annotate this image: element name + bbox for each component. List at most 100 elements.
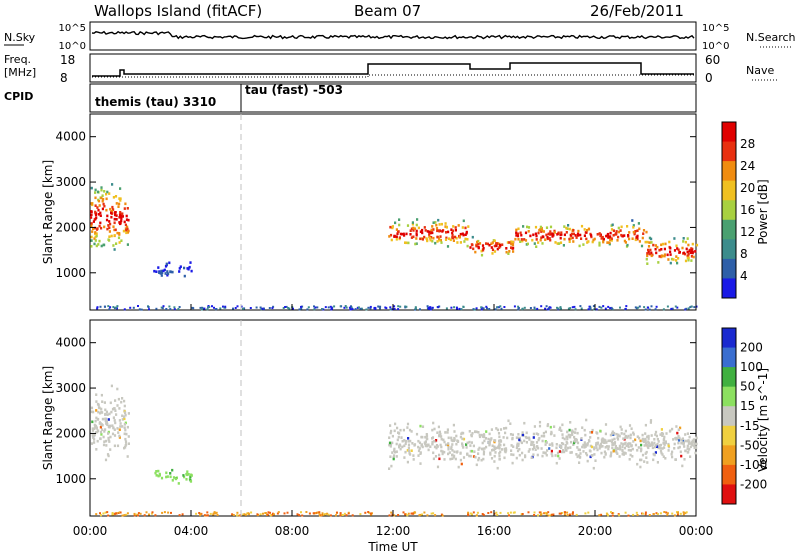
echo-cell bbox=[549, 230, 552, 233]
echo-cell bbox=[632, 513, 635, 516]
echo-cell bbox=[671, 455, 674, 459]
echo-cell bbox=[574, 427, 577, 431]
echo-cell bbox=[90, 410, 94, 414]
echo-cell bbox=[91, 427, 94, 430]
echo-cell bbox=[524, 455, 527, 459]
echo-cell bbox=[603, 441, 606, 444]
echo-cell bbox=[582, 443, 585, 447]
echo-cell bbox=[404, 450, 407, 454]
echo-cell bbox=[624, 511, 627, 514]
echo-cell bbox=[95, 244, 98, 248]
echo-cell bbox=[104, 439, 108, 443]
echo-cell bbox=[660, 451, 663, 455]
echo-cell bbox=[538, 436, 541, 440]
echo-cell bbox=[686, 254, 689, 258]
echo-cell bbox=[234, 307, 237, 309]
echo-cell bbox=[173, 306, 176, 309]
echo-cell bbox=[102, 443, 106, 447]
echo-cell bbox=[157, 469, 160, 473]
echo-cell bbox=[570, 232, 574, 236]
echo-cell bbox=[628, 237, 631, 241]
echo-cell bbox=[206, 511, 209, 514]
echo-cell bbox=[498, 442, 501, 445]
echo-cell bbox=[543, 451, 546, 455]
echo-cell bbox=[108, 308, 111, 311]
echo-cell bbox=[682, 237, 685, 240]
echo-cell bbox=[113, 234, 116, 237]
echo-cell bbox=[107, 454, 110, 458]
echo-cell bbox=[488, 440, 491, 444]
echo-cell bbox=[540, 236, 543, 239]
echo-cell bbox=[495, 244, 498, 248]
echo-cell bbox=[391, 513, 394, 516]
echo-cell bbox=[690, 305, 693, 308]
echo-cell bbox=[652, 513, 655, 515]
echo-cell bbox=[498, 447, 501, 450]
echo-cell bbox=[259, 306, 262, 309]
echo-cell bbox=[566, 514, 569, 517]
echo-cell bbox=[681, 438, 685, 442]
echo-cell bbox=[563, 233, 566, 237]
echo-cell bbox=[616, 438, 620, 441]
echo-cell bbox=[671, 427, 674, 431]
echo-cell bbox=[491, 252, 494, 255]
echo-cell bbox=[510, 453, 513, 456]
echo-cell bbox=[125, 231, 128, 235]
echo-cell bbox=[686, 250, 689, 254]
echo-cell bbox=[110, 211, 113, 215]
echo-cell bbox=[398, 444, 401, 448]
colorbar-tick-label: -15 bbox=[740, 419, 760, 433]
echo-cell bbox=[537, 433, 540, 436]
echo-cell bbox=[691, 242, 694, 246]
echo-cell bbox=[677, 439, 681, 442]
echo-cell bbox=[446, 245, 450, 248]
echo-cell bbox=[123, 417, 126, 421]
echo-cell bbox=[443, 458, 446, 461]
echo-cell bbox=[413, 443, 417, 446]
ytick-label: 1000 bbox=[55, 472, 86, 486]
echo-cell bbox=[568, 513, 571, 516]
echo-cell bbox=[262, 512, 264, 515]
echo-cell bbox=[126, 425, 129, 429]
echo-cell bbox=[568, 428, 571, 432]
echo-cell bbox=[433, 439, 436, 443]
echo-cell bbox=[646, 262, 649, 265]
echo-cell bbox=[589, 455, 592, 459]
echo-cell bbox=[459, 452, 462, 455]
echo-cell bbox=[420, 444, 423, 447]
echo-cell bbox=[419, 452, 422, 455]
echo-cell bbox=[247, 512, 250, 515]
echo-cell bbox=[681, 464, 684, 468]
echo-cell bbox=[466, 441, 469, 445]
echo-cell bbox=[402, 428, 405, 432]
echo-cell bbox=[453, 306, 456, 309]
echo-cell bbox=[510, 449, 513, 452]
echo-cell bbox=[637, 306, 640, 309]
echo-cell bbox=[214, 512, 217, 515]
echo-cell bbox=[438, 223, 441, 226]
echo-cell bbox=[595, 431, 598, 434]
echo-cell bbox=[586, 229, 589, 232]
echo-cell bbox=[109, 401, 112, 405]
echo-cell bbox=[119, 425, 122, 428]
velocity-panel bbox=[89, 319, 697, 517]
echo-cell bbox=[624, 441, 627, 445]
echo-cell bbox=[103, 430, 106, 433]
echo-cell bbox=[545, 226, 549, 229]
echo-cell bbox=[609, 238, 612, 241]
echo-cell bbox=[572, 443, 575, 446]
echo-cell bbox=[464, 237, 467, 241]
echo-cell bbox=[186, 473, 189, 477]
echo-cell bbox=[610, 511, 612, 514]
echo-cell bbox=[157, 474, 160, 478]
echo-cell bbox=[219, 307, 222, 310]
echo-cell bbox=[100, 188, 103, 192]
echo-cell bbox=[565, 231, 568, 234]
nsky-label: N.Sky bbox=[4, 31, 36, 44]
echo-cell bbox=[432, 451, 435, 455]
echo-cell bbox=[613, 442, 616, 445]
echo-cell bbox=[656, 442, 659, 446]
echo-cell bbox=[593, 308, 596, 311]
echo-cell bbox=[627, 442, 630, 446]
echo-cell bbox=[646, 240, 649, 244]
